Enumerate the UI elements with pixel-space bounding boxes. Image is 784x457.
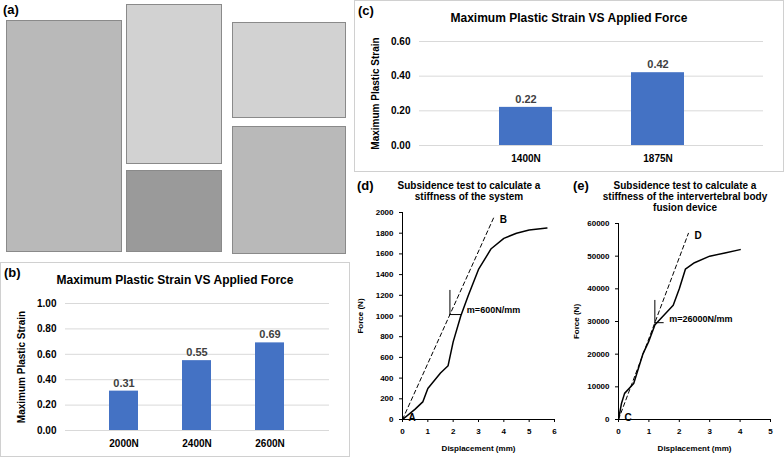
svg-text:m=600N/mm: m=600N/mm — [467, 305, 520, 315]
svg-text:1600: 1600 — [376, 249, 394, 258]
svg-text:3: 3 — [707, 427, 712, 436]
svg-text:0: 0 — [400, 427, 405, 436]
svg-text:1400: 1400 — [376, 270, 394, 279]
html-text:(e): (e) — [573, 178, 589, 193]
html-text:Subsidence test to calculate a: Subsidence test to calculate a stiffness… — [397, 180, 541, 202]
svg-text:20000: 20000 — [587, 350, 610, 359]
html-text:Maximum Plastic Strain VS Appl: Maximum Plastic Strain VS Applied Force — [56, 273, 294, 287]
svg-text:1200: 1200 — [376, 291, 394, 300]
svg-text:400: 400 — [380, 374, 394, 383]
svg-text:Force (N): Force (N) — [356, 298, 365, 333]
svg-text:2400N: 2400N — [182, 438, 211, 449]
svg-text:2000N: 2000N — [109, 438, 138, 449]
svg-text:0.22: 0.22 — [515, 93, 536, 105]
html-text:(c): (c) — [358, 3, 374, 18]
svg-text:600: 600 — [380, 353, 394, 362]
svg-text:0.42: 0.42 — [647, 58, 668, 70]
svg-text:0.31: 0.31 — [113, 377, 134, 389]
svg-text:3: 3 — [476, 427, 481, 436]
svg-text:6: 6 — [552, 427, 557, 436]
svg-text:40000: 40000 — [587, 284, 610, 293]
svg-text:0.40: 0.40 — [37, 374, 57, 385]
svg-text:1875N: 1875N — [643, 153, 672, 164]
svg-text:60000: 60000 — [587, 219, 610, 228]
svg-text:C: C — [625, 412, 632, 423]
svg-text:1: 1 — [647, 427, 652, 436]
svg-text:5: 5 — [527, 427, 532, 436]
html-text:(d): (d) — [357, 178, 374, 193]
svg-text:0.60: 0.60 — [391, 36, 411, 47]
svg-text:B: B — [500, 214, 507, 225]
svg-text:D: D — [694, 230, 701, 241]
svg-text:0.40: 0.40 — [391, 70, 411, 81]
svg-text:1.00: 1.00 — [37, 298, 57, 309]
html-text:Maximum Plastic Strain VS Appl: Maximum Plastic Strain VS Applied Force — [450, 11, 688, 25]
svg-text:Maximum Plastic Strain: Maximum Plastic Strain — [370, 37, 381, 149]
svg-text:1: 1 — [426, 427, 431, 436]
svg-text:0: 0 — [389, 415, 394, 424]
svg-text:5: 5 — [768, 427, 773, 436]
svg-text:Force (N): Force (N) — [572, 304, 581, 339]
svg-text:0.00: 0.00 — [391, 140, 411, 151]
svg-text:1000: 1000 — [376, 312, 394, 321]
svg-text:0.20: 0.20 — [391, 105, 411, 116]
svg-text:2600N: 2600N — [255, 438, 284, 449]
svg-text:10000: 10000 — [587, 382, 610, 391]
svg-text:1400N: 1400N — [511, 153, 540, 164]
svg-text:0.00: 0.00 — [37, 425, 57, 436]
svg-text:2: 2 — [677, 427, 682, 436]
svg-text:Displacement (mm): Displacement (mm) — [442, 444, 516, 453]
svg-text:4: 4 — [502, 427, 507, 436]
html-text:(a): (a) — [3, 2, 19, 17]
svg-text:A: A — [409, 412, 416, 423]
svg-text:1800: 1800 — [376, 229, 394, 238]
svg-text:0.69: 0.69 — [259, 328, 280, 340]
svg-text:50000: 50000 — [587, 252, 610, 261]
svg-text:2000: 2000 — [376, 208, 394, 217]
svg-text:4: 4 — [738, 427, 743, 436]
svg-text:0.80: 0.80 — [37, 323, 57, 334]
svg-text:Displacement (mm): Displacement (mm) — [658, 444, 732, 453]
svg-text:30000: 30000 — [587, 317, 610, 326]
svg-text:m=26000N/mm: m=26000N/mm — [669, 314, 732, 324]
svg-text:800: 800 — [380, 332, 394, 341]
svg-text:0.55: 0.55 — [186, 346, 207, 358]
svg-text:0.20: 0.20 — [37, 399, 57, 410]
svg-text:0: 0 — [616, 427, 621, 436]
html-text:(b): (b) — [4, 265, 21, 280]
html-text:Subsidence test to calculate a: Subsidence test to calculate a stiffness… — [602, 180, 768, 213]
svg-text:2: 2 — [451, 427, 456, 436]
svg-text:0.60: 0.60 — [37, 349, 57, 360]
svg-text:Maximum Plastic Strain: Maximum Plastic Strain — [16, 311, 27, 423]
svg-text:200: 200 — [380, 394, 394, 403]
svg-text:0: 0 — [605, 415, 610, 424]
